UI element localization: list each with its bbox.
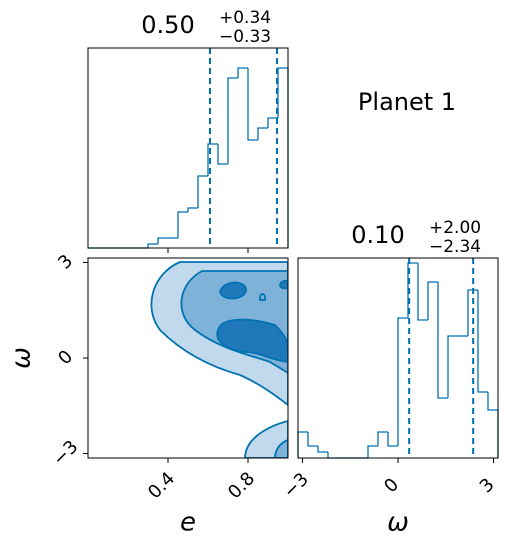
contour-fills (150, 261, 288, 458)
hist-step (377, 431, 388, 446)
y-tick-label: 0 (54, 346, 77, 369)
x-tick-label: 3 (476, 474, 499, 497)
hist-step (487, 392, 499, 458)
hist-step (237, 67, 248, 78)
hist-step (267, 117, 278, 128)
panel-frame (87, 257, 289, 459)
y-tick-label: −3 (49, 436, 83, 470)
x-tick-label: 0 (380, 474, 403, 497)
contour-middle (274, 439, 288, 458)
hist-step (257, 127, 268, 140)
x-tick-label: −3 (279, 469, 313, 503)
y-tick-label: 3 (54, 251, 77, 274)
hist-step (427, 281, 438, 320)
y-axis-label: ω (7, 347, 37, 369)
hist-step (277, 67, 289, 248)
contour-inner (219, 281, 247, 300)
hist-step (417, 263, 428, 321)
x-axis-label: e (180, 508, 196, 538)
panel-title: 0.50 (141, 11, 194, 39)
x-tick-label: 0.4 (144, 468, 179, 503)
hist-step (157, 237, 168, 244)
panel-frame (87, 47, 289, 249)
hist-step (447, 335, 458, 398)
title-lower: −2.34 (429, 237, 481, 257)
contour-inner (279, 279, 288, 290)
hist-step (147, 243, 158, 248)
hist-step (187, 207, 198, 212)
contour-hole (259, 293, 266, 301)
hist-step (247, 68, 258, 141)
hist-step (327, 452, 338, 459)
title-lower: −0.33 (219, 27, 271, 47)
hist-step (227, 77, 238, 164)
hist-step (397, 317, 408, 446)
title-value: 0.50 (141, 11, 194, 39)
hist-step (197, 175, 208, 208)
hist-step (367, 445, 378, 458)
hist-step (467, 289, 478, 336)
title-value: 0.10 (351, 221, 404, 249)
hist-step (307, 432, 318, 447)
hist-step (207, 143, 218, 176)
hist-step (407, 262, 418, 318)
x-axis-label: ω (387, 508, 409, 538)
hist-step (217, 144, 228, 165)
contour-inner (216, 318, 288, 363)
panel-title: 0.10 (351, 221, 404, 249)
hist-step (317, 446, 328, 453)
x-tick-label: 0.8 (224, 468, 259, 503)
hist-step (297, 431, 308, 458)
title-upper: +0.34 (219, 8, 271, 28)
hist-step (477, 290, 488, 393)
title-upper: +2.00 (429, 218, 481, 238)
hist-step (437, 282, 448, 399)
hist-step (387, 432, 398, 447)
annotation: Planet 1 (358, 88, 456, 116)
hist-step (177, 211, 188, 238)
panel-frame (297, 257, 499, 459)
